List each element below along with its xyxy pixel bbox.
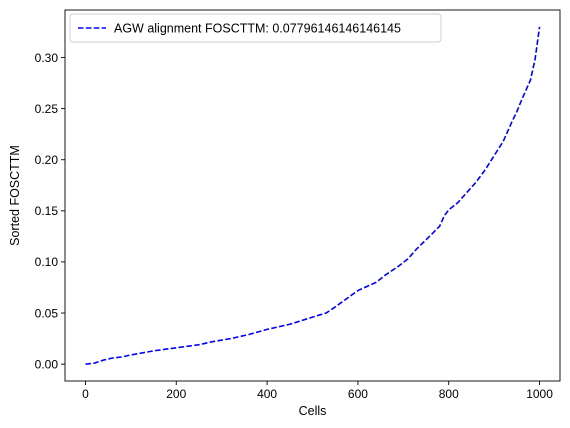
x-axis-label: Cells (299, 404, 327, 418)
axes-frame (64, 9, 561, 382)
y-tick-label: 0.15 (35, 204, 59, 218)
x-tick-label: 600 (348, 387, 368, 401)
x-tick-label: 800 (439, 387, 459, 401)
x-tick-label: 0 (82, 387, 89, 401)
legend-label: AGW alignment FOSCTTM: 0.077961461461461… (114, 22, 401, 36)
plot-area (85, 26, 541, 365)
legend: AGW alignment FOSCTTM: 0.077961461461461… (69, 13, 442, 43)
y-tick-label: 0.00 (35, 357, 59, 371)
x-tick-label: 1000 (526, 387, 553, 401)
y-tick-label: 0.25 (35, 102, 59, 116)
y-tick-label: 0.20 (35, 153, 59, 167)
series-line-0 (85, 26, 541, 365)
x-tick-label: 400 (257, 387, 277, 401)
y-tick-label: 0.10 (35, 255, 59, 269)
axes: 0 200 400 600 800 1000 0.00 0.05 0.10 0.15 0.20 0.2… (8, 9, 561, 418)
y-axis-label: Sorted FOSCTTM (8, 145, 22, 246)
y-tick-label: 0.05 (35, 306, 59, 320)
y-tick-label: 0.30 (35, 51, 59, 65)
legend-box (69, 13, 442, 43)
x-tick-label: 200 (166, 387, 186, 401)
